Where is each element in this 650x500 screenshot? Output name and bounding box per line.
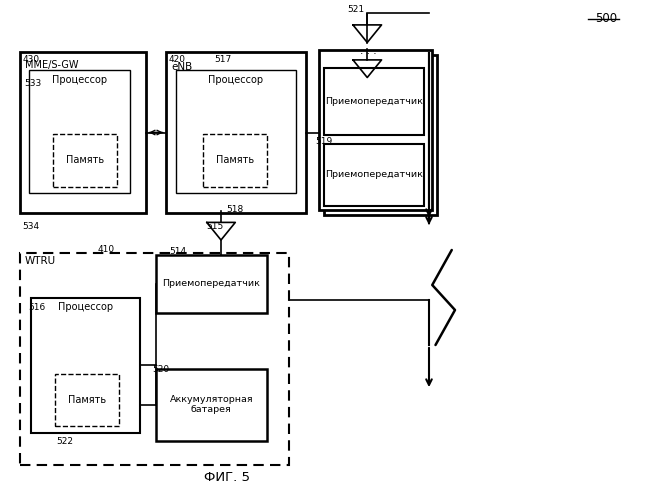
Text: Процессор: Процессор	[52, 75, 107, 85]
Bar	[176, 70, 296, 192]
Text: ФИГ. 5: ФИГ. 5	[205, 471, 250, 484]
Text: Аккумуляторная
батарея: Аккумуляторная батарея	[170, 395, 253, 414]
Bar	[31, 298, 140, 432]
Bar	[324, 144, 424, 206]
Text: Приемопередатчик: Приемопередатчик	[162, 279, 260, 288]
Text: 534: 534	[23, 222, 40, 230]
Bar	[166, 52, 306, 212]
Bar	[53, 134, 117, 186]
Text: eNB: eNB	[171, 62, 192, 72]
Text: Процессор: Процессор	[208, 75, 263, 85]
Text: MME/S-GW: MME/S-GW	[25, 60, 78, 70]
Text: Память: Память	[216, 155, 254, 165]
Text: 430: 430	[23, 55, 40, 64]
Text: 517: 517	[214, 55, 232, 64]
Text: 520: 520	[153, 364, 170, 374]
Bar	[324, 68, 424, 135]
Bar	[20, 252, 289, 465]
Bar	[55, 374, 119, 426]
Text: 522: 522	[57, 437, 73, 446]
Text: 420: 420	[169, 55, 186, 64]
Bar	[29, 70, 130, 192]
Text: · · ·: · · ·	[360, 49, 377, 59]
Bar	[203, 134, 266, 186]
Text: 518: 518	[226, 205, 244, 214]
Text: 533: 533	[25, 78, 42, 88]
Text: 500: 500	[595, 12, 617, 26]
Bar	[324, 55, 437, 215]
Bar	[318, 50, 432, 210]
Text: 521: 521	[348, 5, 365, 14]
Bar	[20, 52, 146, 212]
Text: 514: 514	[169, 248, 186, 256]
Text: Приемопередатчик: Приемопередатчик	[325, 170, 423, 179]
Text: 516: 516	[28, 302, 46, 312]
Text: 519: 519	[315, 138, 333, 146]
Text: 410: 410	[98, 245, 114, 254]
Text: Память: Память	[68, 395, 106, 405]
Text: WTRU: WTRU	[25, 256, 56, 266]
Text: 515: 515	[206, 222, 224, 230]
Text: Процессор: Процессор	[58, 302, 113, 312]
Text: Приемопередатчик: Приемопередатчик	[325, 97, 423, 106]
Text: Память: Память	[66, 155, 104, 165]
Bar	[156, 255, 266, 312]
Bar	[156, 368, 266, 441]
